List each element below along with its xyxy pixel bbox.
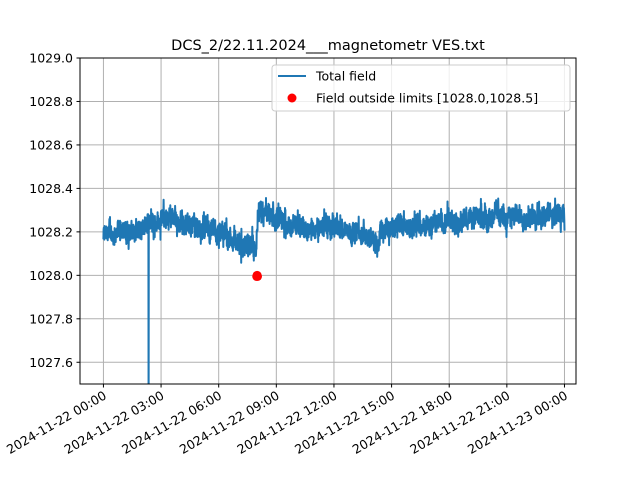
x-tick-label: 2024-11-22 03:00	[62, 388, 167, 457]
x-tick-label: 2024-11-22 06:00	[119, 388, 224, 457]
legend-label-outside-limits: Field outside limits [1028.0,1028.5]	[316, 91, 538, 106]
y-tick-label: 1028.6	[29, 137, 73, 152]
x-tick-label: 2024-11-22 12:00	[234, 388, 339, 457]
y-tick-label: 1027.6	[29, 355, 73, 370]
y-tick-label: 1027.8	[29, 311, 73, 326]
legend: Total field Field outside limits [1028.0…	[271, 64, 571, 112]
x-tick-label: 2024-11-22 09:00	[177, 388, 282, 457]
y-tick-label: 1028.8	[29, 94, 73, 109]
chart-title: DCS_2/22.11.2024___magnetometr VES.txt	[171, 38, 485, 54]
x-tick-label: 2024-11-23 00:00	[465, 388, 570, 457]
y-tick-label: 1029.0	[29, 51, 73, 66]
y-tick-label: 1028.0	[29, 268, 73, 283]
legend-marker-outside-limits	[287, 93, 297, 103]
plot-area	[102, 197, 566, 384]
x-tick-label: 2024-11-22 21:00	[407, 388, 512, 457]
axes-frame	[79, 57, 577, 385]
series-line-total-field	[102, 197, 566, 384]
y-tick-label: 1028.2	[29, 224, 73, 239]
x-tick-label: 2024-11-22 18:00	[350, 388, 455, 457]
y-tick-label: 1028.4	[29, 181, 73, 196]
legend-label-total-field: Total field	[315, 69, 376, 84]
x-tick-label: 2024-11-22 00:00	[4, 388, 109, 457]
outlier-point	[252, 271, 262, 281]
x-tick-label: 2024-11-22 15:00	[292, 388, 397, 457]
